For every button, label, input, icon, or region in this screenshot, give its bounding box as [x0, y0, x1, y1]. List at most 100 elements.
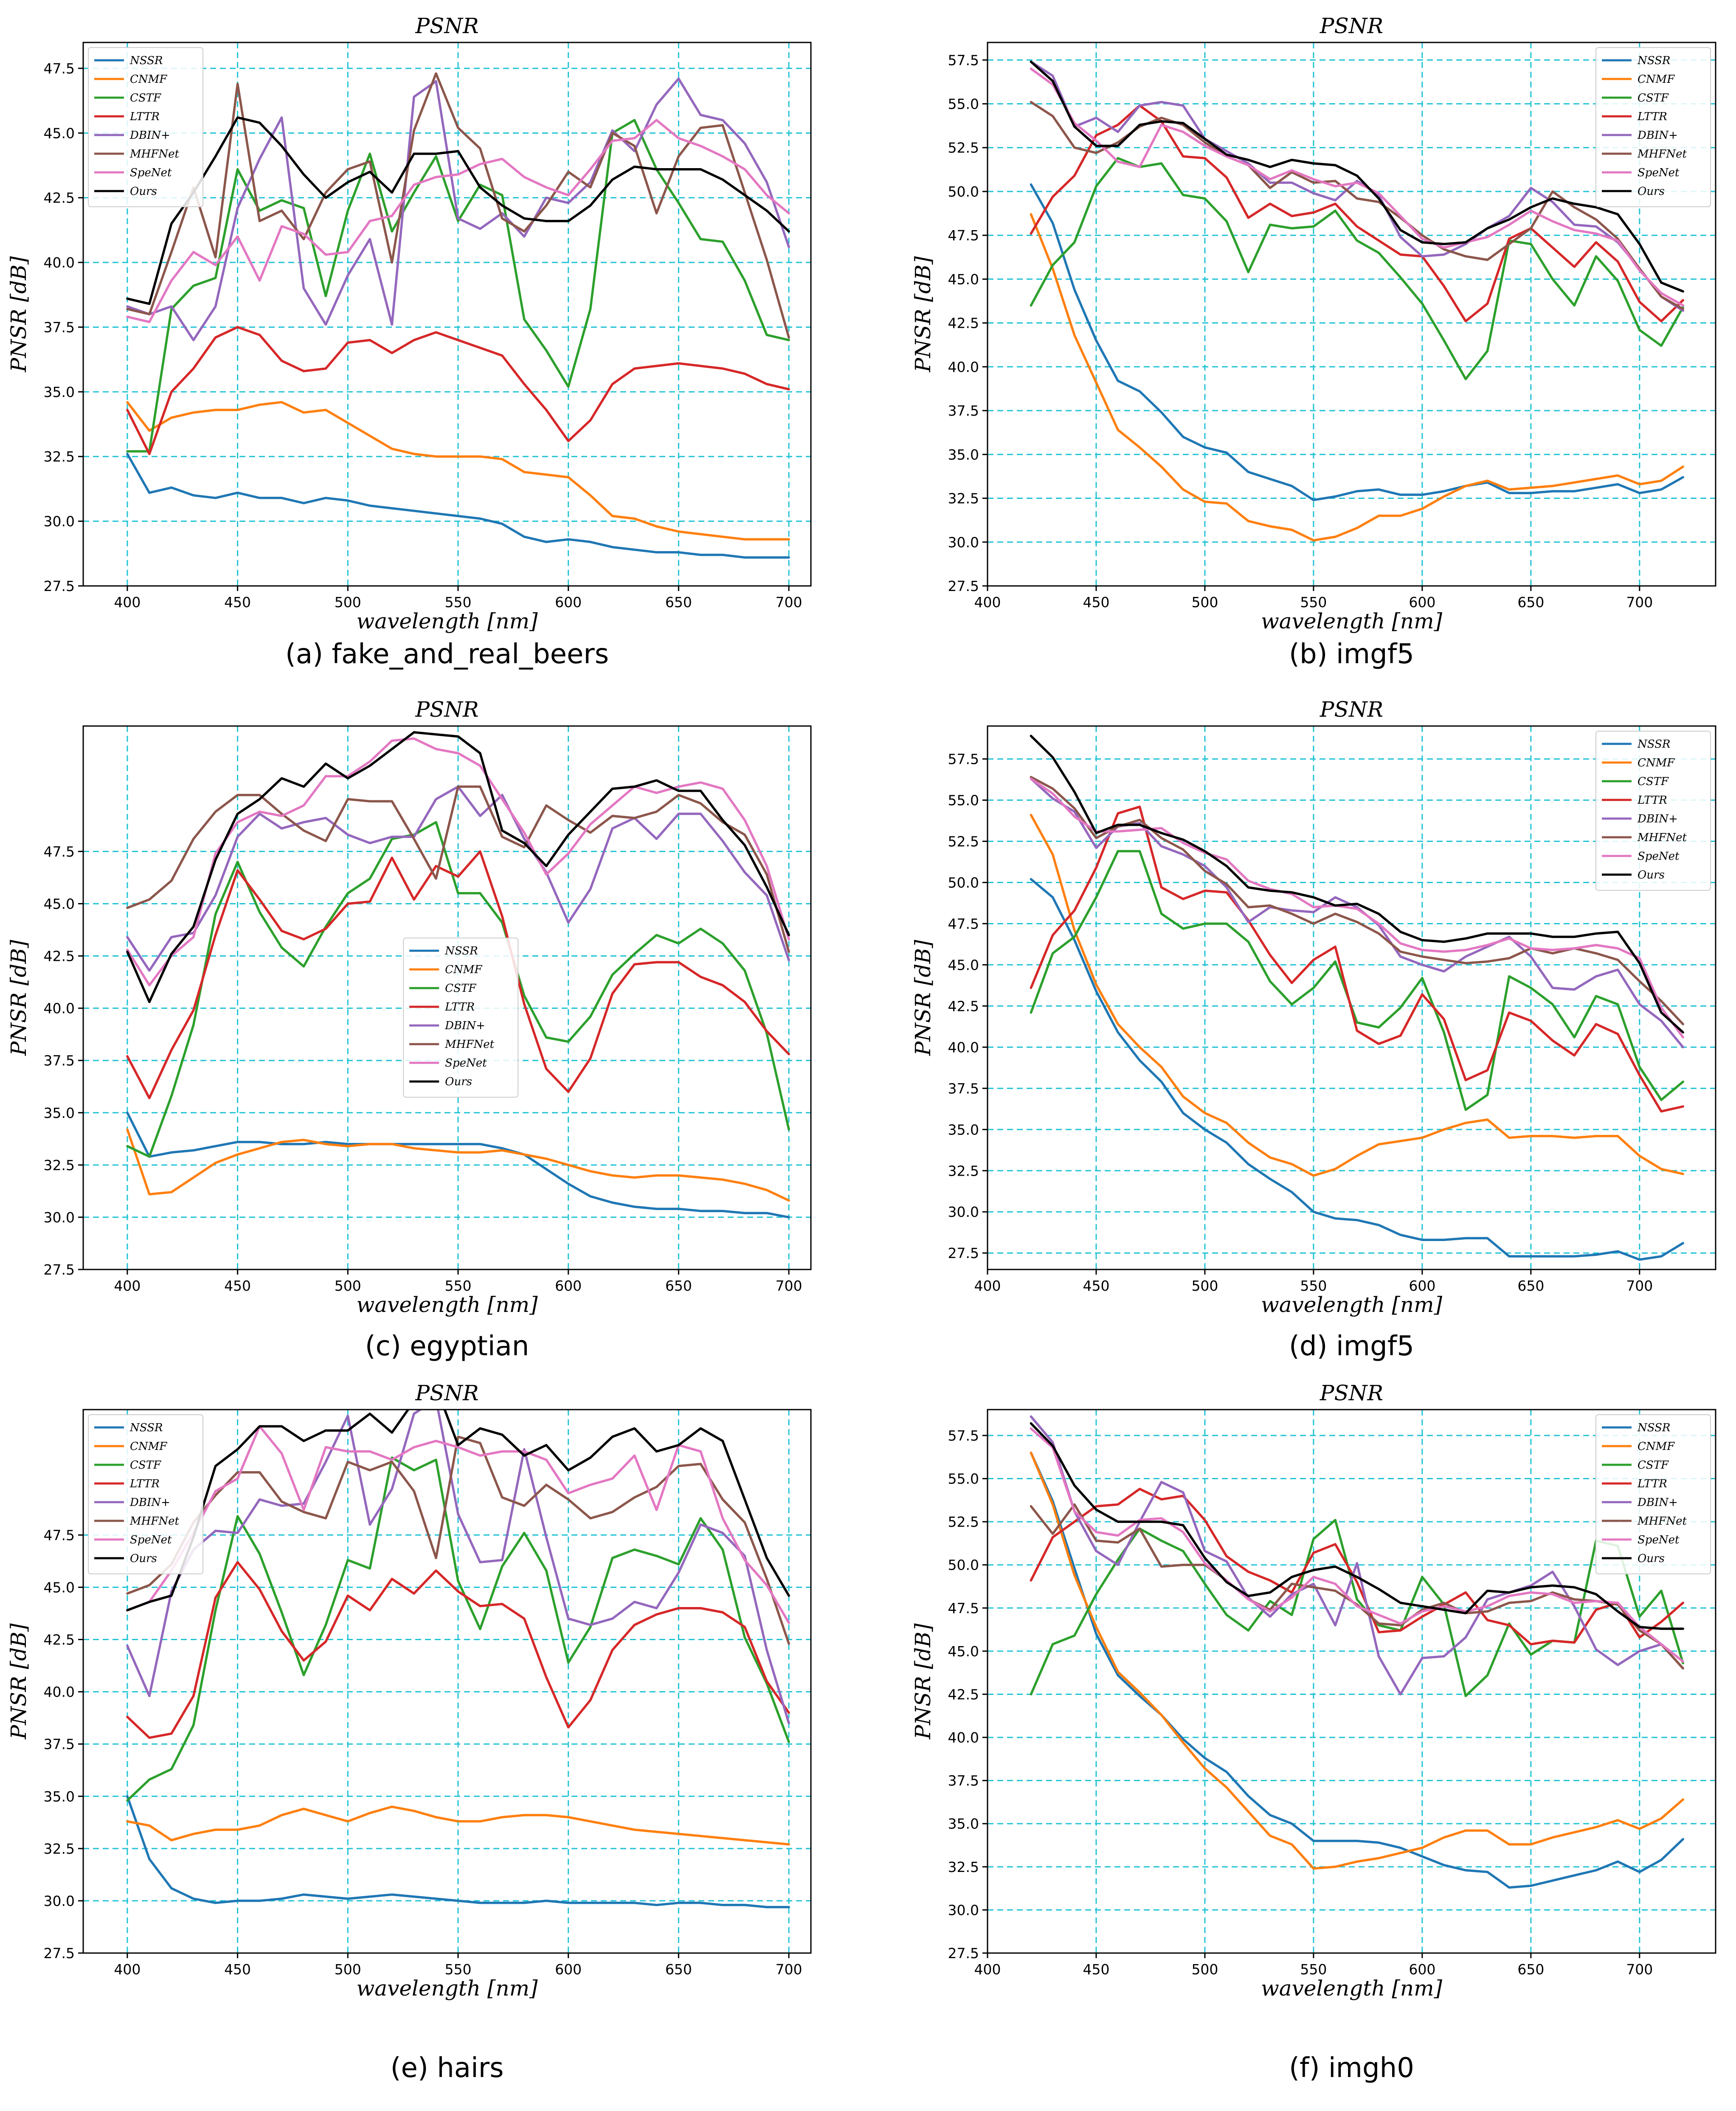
legend-label-lttr: LTTR: [129, 1478, 160, 1490]
series-line-spenet: [126, 119, 790, 324]
series-line-mhfnet: [1030, 1503, 1684, 1670]
series-line-mhfnet: [1030, 776, 1684, 1025]
legend-label-cstf: CSTF: [1638, 775, 1669, 788]
panel-caption: (e) hairs: [391, 2052, 504, 2084]
y-tick-label: 27.5: [948, 578, 979, 594]
chart-panel-2: 400 450 500 550 600 650 700 27.5 30.0 32.5 35.0 37.…: [911, 14, 1716, 670]
series-line-nssr: [126, 453, 790, 559]
x-tick-label: 700: [1626, 1278, 1653, 1294]
series-line-ours: [126, 731, 790, 1003]
legend-label-spenet: SpeNet: [445, 1057, 487, 1070]
y-tick-label: 32.5: [948, 1162, 979, 1179]
legend-label-nssr: NSSR: [1637, 1421, 1671, 1434]
panel-caption: (d) imgf5: [1289, 1331, 1414, 1362]
legend-label-nssr: NSSR: [1637, 54, 1671, 67]
x-tick-label: 400: [974, 1961, 1001, 1978]
y-axis-label: PNSR [dB]: [6, 256, 31, 372]
series-line-dbin: [126, 1410, 790, 1725]
y-tick-label: 35.0: [948, 446, 979, 463]
x-tick-label: 450: [1083, 1961, 1109, 1978]
plot-frame: [82, 42, 812, 587]
series-line-cstf: [1030, 850, 1684, 1111]
y-tick-label: 40.0: [44, 1684, 75, 1700]
chart-panel-5: 400 450 500 550 600 650 700 27.5 30.0 32.5 35.0 37.…: [6, 1381, 812, 2084]
x-tick-label: 600: [555, 1961, 582, 1978]
series-line-dbin: [1030, 60, 1684, 312]
x-tick-label: 450: [224, 1961, 251, 1978]
y-tick-label: 55.0: [948, 792, 979, 809]
legend-label-dbin: DBIN+: [1637, 1496, 1678, 1509]
series-line-spenet: [126, 737, 790, 987]
series-line-ours: [126, 1410, 790, 1612]
series-line-mhfnet: [126, 72, 790, 339]
series-group: [126, 731, 790, 1219]
series-line-spenet: [126, 1425, 790, 1624]
y-tick-label: 50.0: [948, 874, 979, 891]
y-tick-label: 27.5: [44, 1945, 75, 1962]
legend-label-spenet: SpeNet: [130, 1534, 172, 1546]
legend-label-lttr: LTTR: [1637, 794, 1667, 807]
legend-label-ours: Ours: [445, 1075, 472, 1088]
legend-label-spenet: SpeNet: [1638, 166, 1680, 179]
chart-panel-1: 400 450 500 550 600 650 700 27.5 30.0 32.5 35.0 37.…: [6, 14, 812, 670]
legend-label-ours: Ours: [1638, 185, 1665, 198]
panel-caption: (c) egyptian: [365, 1331, 529, 1362]
y-axis-label: PNSR [dB]: [6, 940, 31, 1056]
x-tick-label: 650: [665, 1961, 692, 1978]
legend-label-mhfnet: MHFNet: [1637, 831, 1687, 844]
x-tick-label: 400: [114, 594, 141, 611]
y-tick-label: 35.0: [948, 1121, 979, 1138]
x-tick-label: 550: [445, 1278, 471, 1294]
x-tick-label: 650: [665, 1278, 692, 1294]
y-axis-label: PNSR [dB]: [911, 1623, 935, 1739]
legend-label-cstf: CSTF: [1638, 1459, 1669, 1472]
y-tick-label: 45.0: [948, 1643, 979, 1660]
y-tick-label: 32.5: [948, 1859, 979, 1875]
legend: NSSR CNMF CSTF LTTR DBIN+ MHFNet SpeNet Ours: [1595, 1414, 1711, 1574]
series-line-cstf: [126, 119, 790, 453]
series-line-nssr: [1030, 1451, 1684, 1889]
legend: NSSR CNMF CSTF LTTR DBIN+ MHFNet SpeNet Ours: [1595, 47, 1711, 207]
y-tick-label: 55.0: [948, 96, 979, 113]
legend-label-dbin: DBIN+: [1637, 813, 1678, 825]
x-tick-label: 450: [224, 1278, 251, 1294]
series-line-dbin: [126, 77, 790, 341]
y-tick-label: 45.0: [44, 125, 75, 141]
legend-label-cnmf: CNMF: [1638, 73, 1675, 86]
legend-label-cnmf: CNMF: [445, 963, 482, 976]
legend-label-spenet: SpeNet: [1638, 850, 1680, 863]
legend-box: [1595, 731, 1711, 891]
y-tick-label: 47.5: [948, 227, 979, 244]
x-axis-label: wavelength [nm]: [356, 609, 538, 633]
y-tick-label: 35.0: [44, 1788, 75, 1805]
x-tick-label: 600: [555, 594, 582, 611]
legend-label-cstf: CSTF: [130, 1459, 161, 1472]
y-tick-label: 37.5: [44, 319, 75, 335]
panel-caption: (a) fake_and_real_beers: [285, 639, 609, 670]
x-tick-label: 400: [114, 1278, 141, 1294]
series-line-cnmf: [126, 1128, 790, 1202]
y-tick-label: 42.5: [948, 1686, 979, 1703]
legend-label-mhfnet: MHFNet: [129, 1515, 179, 1528]
legend-label-nssr: NSSR: [129, 1421, 163, 1434]
series-line-mhfnet: [126, 1435, 790, 1645]
y-tick-label: 32.5: [948, 490, 979, 507]
y-tick-label: 30.0: [44, 1893, 75, 1909]
x-tick-label: 700: [776, 1961, 802, 1978]
chart-panel-3: 400 450 500 550 600 650 700 27.5 30.0 32.5 35.0 37.…: [6, 697, 812, 1362]
y-tick-label: 57.5: [948, 1427, 979, 1444]
x-axis-label: wavelength [nm]: [356, 1976, 538, 2001]
y-tick-label: 42.5: [44, 190, 75, 206]
series-line-cnmf: [126, 1805, 790, 1846]
y-tick-label: 40.0: [948, 1729, 979, 1746]
series-group: [1030, 735, 1684, 1261]
y-tick-label: 47.5: [44, 60, 75, 77]
y-tick-label: 40.0: [948, 359, 979, 375]
legend-label-mhfnet: MHFNet: [445, 1038, 494, 1051]
x-tick-label: 550: [1300, 1961, 1327, 1978]
x-tick-label: 600: [555, 1278, 582, 1294]
legend-box: [88, 1414, 203, 1574]
legend-label-ours: Ours: [1638, 1552, 1665, 1565]
legend-label-mhfnet: MHFNet: [1637, 148, 1687, 160]
legend-label-mhfnet: MHFNet: [1637, 1515, 1687, 1528]
